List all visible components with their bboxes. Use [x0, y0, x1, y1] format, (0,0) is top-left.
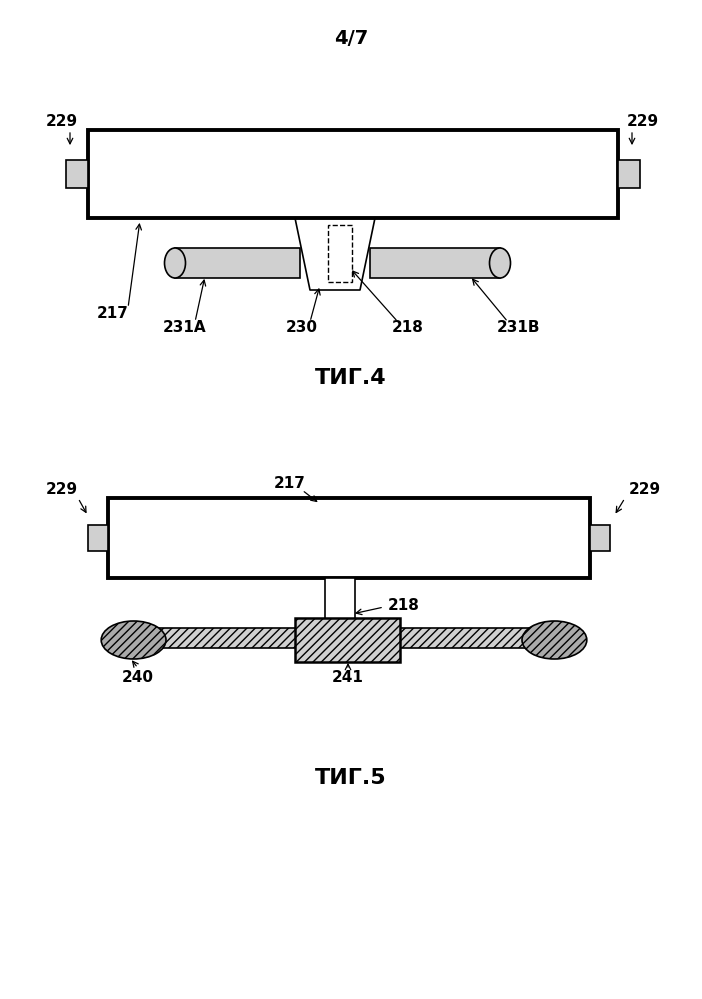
Bar	[88, 525, 108, 551]
Text: 231A: 231A	[163, 320, 207, 335]
Bar	[66, 160, 88, 188]
Text: 217: 217	[274, 477, 306, 492]
Text: 4/7: 4/7	[334, 29, 368, 48]
Text: 218: 218	[388, 597, 420, 612]
Bar	[88, 130, 618, 218]
Text: ΤИГ.4: ΤИГ.4	[315, 368, 387, 388]
Bar	[618, 160, 640, 188]
Bar	[108, 498, 590, 578]
Text: 229: 229	[46, 115, 78, 130]
Bar	[328, 225, 352, 282]
Text: 229: 229	[46, 483, 78, 498]
Text: ΤИГ.5: ΤИГ.5	[315, 768, 387, 788]
Text: 218: 218	[392, 320, 424, 335]
Text: 230: 230	[286, 320, 318, 335]
Ellipse shape	[101, 621, 166, 659]
Ellipse shape	[164, 248, 185, 278]
Polygon shape	[295, 218, 375, 290]
Bar	[295, 618, 400, 662]
Ellipse shape	[489, 248, 510, 278]
Text: 240: 240	[122, 670, 154, 685]
Text: 229: 229	[629, 483, 661, 498]
Bar	[148, 628, 540, 648]
Bar	[175, 248, 300, 278]
Text: 231B: 231B	[496, 320, 540, 335]
Bar	[370, 248, 500, 278]
Bar	[325, 578, 355, 620]
Text: 241: 241	[332, 670, 364, 685]
Text: 229: 229	[627, 115, 659, 130]
Ellipse shape	[522, 621, 587, 659]
Bar	[590, 525, 610, 551]
Text: 217: 217	[97, 306, 129, 321]
